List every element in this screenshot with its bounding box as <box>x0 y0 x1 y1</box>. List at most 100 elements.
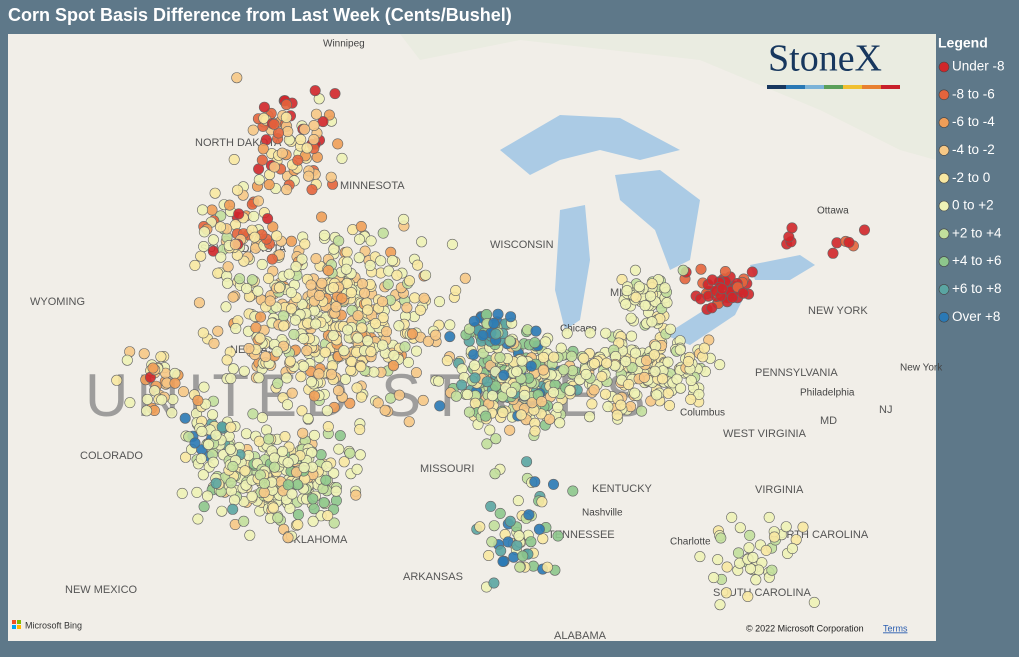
location-dot <box>310 253 322 265</box>
legend-label: Over +8 <box>952 309 1000 324</box>
location-dot <box>525 536 537 548</box>
location-dot <box>305 376 317 388</box>
location-dot <box>486 536 498 548</box>
location-dot <box>263 272 275 284</box>
legend-swatch <box>938 200 950 212</box>
location-dot <box>256 154 268 166</box>
location-dot <box>706 274 718 286</box>
location-dot <box>412 259 424 271</box>
location-dot <box>230 322 242 334</box>
location-dot <box>231 72 243 84</box>
location-dot <box>272 512 284 524</box>
place-label: NEW YORK <box>808 305 868 317</box>
location-dot <box>685 374 697 386</box>
location-dot <box>516 355 528 367</box>
location-dot <box>621 285 633 297</box>
location-dot <box>463 406 475 418</box>
location-dot <box>266 253 278 265</box>
location-dot <box>494 351 506 363</box>
location-dot <box>338 456 350 468</box>
location-dot <box>268 118 280 130</box>
location-dot <box>514 561 526 573</box>
location-dot <box>301 345 313 357</box>
location-dot <box>456 379 468 391</box>
legend-swatch <box>938 145 950 156</box>
location-dot <box>488 577 500 589</box>
location-dot <box>843 236 855 248</box>
location-dot <box>289 314 301 326</box>
location-dot <box>305 279 317 291</box>
location-dot <box>209 187 221 199</box>
location-dot <box>547 386 559 398</box>
legend-label: -6 to -4 <box>952 114 995 129</box>
location-dot <box>743 542 755 554</box>
location-dot <box>350 489 362 501</box>
location-dot <box>121 354 133 366</box>
location-dot <box>344 447 356 459</box>
location-dot <box>241 282 253 294</box>
location-dot <box>552 401 564 413</box>
location-dot <box>339 373 351 385</box>
location-dot <box>313 290 325 302</box>
legend-label: -4 to -2 <box>952 142 995 157</box>
location-dot <box>719 265 731 277</box>
location-dot <box>537 351 549 363</box>
location-dot <box>307 493 319 505</box>
location-dot <box>488 520 500 532</box>
location-dot <box>620 355 632 367</box>
location-dot <box>387 360 399 372</box>
location-dot <box>258 112 270 124</box>
location-dot <box>215 251 227 263</box>
location-dot <box>744 563 756 575</box>
location-dot <box>554 417 566 429</box>
location-dot <box>481 376 493 388</box>
location-dot <box>664 323 676 335</box>
location-dot <box>468 349 480 361</box>
location-dot <box>263 179 275 191</box>
place-label: New York <box>900 363 943 374</box>
location-dot <box>648 349 660 361</box>
location-dot <box>202 490 214 502</box>
location-dot <box>225 477 237 489</box>
location-dot <box>586 398 598 410</box>
location-dot <box>298 461 310 473</box>
location-dot <box>401 302 413 314</box>
location-dot <box>497 406 509 418</box>
location-dot <box>365 346 377 358</box>
location-dot <box>327 329 339 341</box>
location-dot <box>402 356 414 368</box>
place-label: NJ <box>879 404 892 416</box>
copyright: © 2022 Microsoft Corporation <box>746 623 864 633</box>
location-dot <box>498 369 510 381</box>
location-dot <box>288 328 300 340</box>
location-dot <box>693 388 705 400</box>
location-dot <box>659 282 671 294</box>
location-dot <box>633 281 645 293</box>
location-dot <box>629 387 641 399</box>
location-dot <box>625 312 637 324</box>
location-dot <box>233 208 245 220</box>
location-dot <box>474 521 486 533</box>
location-dot <box>198 501 210 513</box>
location-dot <box>210 477 222 489</box>
location-dot <box>345 287 357 299</box>
location-dot <box>657 373 669 385</box>
location-dot <box>646 316 658 328</box>
location-dot <box>299 238 311 250</box>
legend-swatch <box>938 172 950 184</box>
location-dot <box>344 397 356 409</box>
location-dot <box>279 431 291 443</box>
location-dot <box>271 346 283 358</box>
location-dot <box>420 269 432 281</box>
location-dot <box>441 355 453 367</box>
terms-link[interactable]: Terms <box>883 623 908 633</box>
location-dot <box>721 561 733 573</box>
legend-label: +6 to +8 <box>952 281 1002 296</box>
location-dot <box>468 315 480 327</box>
location-dot <box>377 227 389 239</box>
location-dot <box>391 269 403 281</box>
location-dot <box>284 355 296 367</box>
location-dot <box>567 485 579 497</box>
location-dot <box>375 255 387 267</box>
location-dot <box>488 317 500 329</box>
